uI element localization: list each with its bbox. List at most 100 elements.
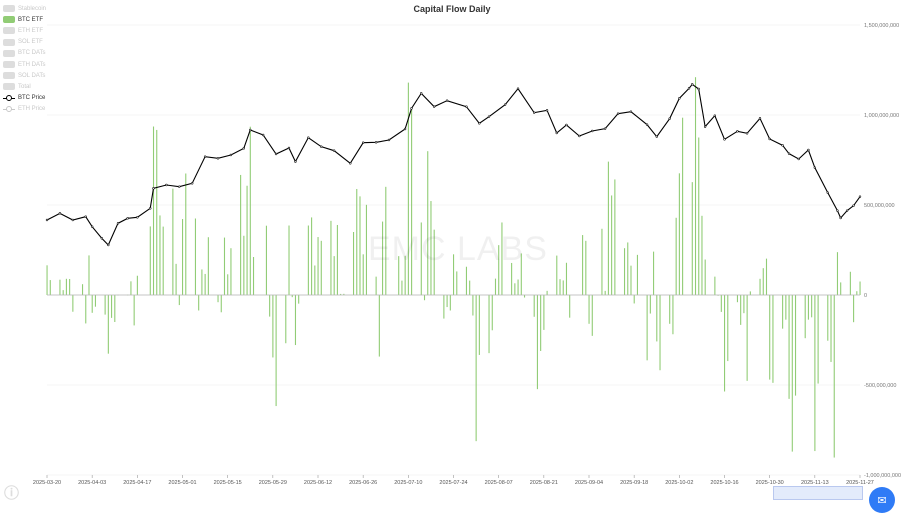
price-point [178,185,181,188]
price-point [332,149,336,152]
chart-title: Capital Flow Daily [413,4,491,14]
bar [446,295,448,308]
price-point [713,114,717,117]
price-point [71,218,75,222]
bar [653,251,655,295]
legend-item[interactable]: Stablecoin [3,3,46,14]
bar [185,173,187,295]
bar [694,77,697,295]
legend-item[interactable]: ETH DATs [3,59,46,70]
bar [523,295,526,298]
bar [469,280,471,295]
bar [536,295,538,390]
legend-item[interactable]: ETH Price [3,104,46,115]
bar [275,295,277,407]
price-point [591,129,594,133]
y-tick-label: 1,000,000,000 [864,113,899,119]
bar [785,295,787,320]
price-point [116,222,120,225]
bar [311,217,313,295]
x-tick-label: 2025-10-30 [756,480,784,486]
price-point [826,191,829,194]
bar [691,182,693,295]
legend-item[interactable]: Total [3,81,46,92]
bar [804,295,806,339]
x-tick-label: 2025-10-16 [710,480,738,486]
price-point [432,105,436,108]
bar [859,281,861,295]
bar [398,256,400,295]
bar [265,225,267,295]
price-point [603,127,607,130]
bar [249,126,251,295]
legend-item[interactable]: BTC DATs [3,48,46,59]
data-zoom-slider[interactable] [773,486,863,500]
bar [449,295,451,311]
bar [198,295,200,311]
y-tick-label: 0 [864,293,867,299]
chat-icon[interactable]: ✉ [869,487,895,513]
bar [223,237,226,295]
bar [488,295,490,354]
x-tick-label: 2025-05-15 [214,480,242,486]
bar [433,229,435,295]
legend-item[interactable]: BTC ETF [3,14,46,25]
legend-label: Stablecoin [18,5,47,12]
y-tick-label: -500,000,000 [864,383,896,389]
price-point [58,212,62,215]
bar [749,291,751,295]
price-point [100,237,104,240]
bar [853,295,855,323]
price-point [307,136,310,139]
price-point [294,160,297,163]
bar [669,295,671,324]
price-point [723,138,726,141]
y-tick-label: 500,000,000 [864,203,895,209]
price-point [420,92,423,95]
x-tick-label: 2025-03-20 [33,480,61,486]
bar [136,275,138,295]
price-line [46,83,861,246]
bar [111,295,113,318]
price-point [242,147,245,150]
legend-item[interactable]: BTC Price [3,93,46,104]
x-tick-label: 2025-04-17 [123,480,151,486]
bar [817,295,819,384]
bar [227,274,229,295]
price-point [90,225,94,228]
x-tick-label: 2025-11-13 [801,480,829,486]
bar [333,256,335,295]
price-point [545,109,549,112]
legend-item[interactable]: SOL ETF [3,37,46,48]
bar [478,295,480,355]
bar [491,295,493,331]
bar [543,295,545,330]
price-point [361,141,365,144]
price-point [387,138,391,142]
legend-item[interactable]: ETH ETF [3,25,46,36]
bar [701,215,703,295]
bar [69,278,71,295]
price-point [229,153,233,157]
x-tick-label: 2025-08-21 [530,480,558,486]
price-point [797,157,800,161]
bar-swatch-icon [3,61,15,69]
legend-label: Total [18,83,31,90]
bar [717,295,719,296]
price-point [320,145,323,148]
price-point [629,110,633,113]
bar [130,281,132,295]
bar [201,269,203,295]
legend-item[interactable]: SOL DATs [3,70,46,81]
bar [230,248,232,295]
bar [630,265,632,295]
bar [272,295,274,358]
bar [172,188,174,295]
bar [382,221,384,295]
bar [330,220,332,295]
bar [72,295,74,312]
price-point [84,215,87,218]
bar [107,295,109,354]
price-point [655,135,658,138]
